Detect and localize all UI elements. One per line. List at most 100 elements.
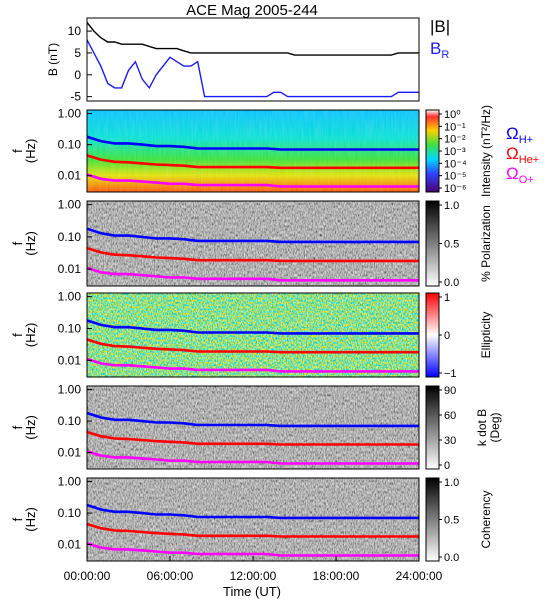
legend-omega-he-sub: He+	[519, 154, 540, 166]
spectrogram-panel: 1.00 0.10 0.01 f(Hz) 10⁰10⁻¹10⁻²10⁻³10⁻⁴10⁻⁵…	[10, 105, 493, 197]
freq-tick-label: 0.10	[58, 230, 82, 244]
colorbar-tick-label: 90	[444, 385, 456, 397]
colorbar-tick-label: 10⁰	[444, 109, 461, 121]
freq-tick-label: 0.10	[58, 414, 82, 428]
freq-tick-label: 0.01	[58, 446, 82, 460]
time-tick-label: 24:00:00	[396, 569, 443, 583]
colorbar-tick-label: 0	[444, 460, 450, 472]
legend-br-sub: R	[441, 49, 449, 61]
colorbar-tick-label: 1	[444, 292, 450, 304]
colorbar-label: % Polarization	[479, 205, 493, 282]
colorbar-tick-label: −1	[444, 368, 457, 380]
freq-tick-label: 1.00	[58, 198, 82, 212]
colorbar-tick-label: 60	[444, 410, 456, 422]
o-gyrofrequency-line	[86, 266, 419, 282]
freq-tick-label: 1.00	[58, 290, 82, 304]
freq-ylabel-bottom: (Hz)	[23, 507, 38, 532]
bfield-ytick-label: 0	[74, 68, 81, 82]
time-axis-ticks: 00:00:00 06:00:00 12:00:00 18:00:00 24:00:00	[64, 556, 443, 583]
legend-omega-o-symbol: Ω	[506, 164, 519, 183]
bfield-ytick-label: 10	[68, 24, 82, 38]
freq-tick-label: 1.00	[58, 475, 82, 489]
legend-omega-he-symbol: Ω	[506, 144, 519, 163]
spectrogram-frame	[86, 385, 420, 470]
he-gyrofrequency-line	[86, 246, 419, 263]
legend-bmag: |B|	[430, 17, 450, 36]
freq-tick-label: 1.00	[58, 383, 82, 397]
o-gyrofrequency-line	[86, 357, 419, 373]
legend-omega-o-sub: O+	[519, 174, 534, 186]
spectrogram-panel: 1.00 0.10 0.01 f(Hz) 1.0 0.5 0.0 Coherency	[10, 475, 493, 564]
time-tick-label: 18:00:00	[313, 569, 360, 583]
freq-tick-label: 0.01	[58, 353, 82, 367]
colorbar-tick-label: 30	[444, 435, 456, 447]
spectrogram-texture	[87, 478, 419, 561]
spectrogram-texture	[87, 293, 419, 377]
bfield-ytick-label: 5	[74, 46, 81, 60]
colorbar-label: Ellipticity	[479, 312, 493, 359]
colorbar-tick-label: 0.5	[444, 515, 459, 527]
freq-tick-label: 0.01	[58, 169, 82, 183]
colorbar-tick-label: 10⁻²	[444, 134, 466, 146]
h-gyrofrequency-line	[86, 319, 419, 335]
freq-ylabel-bottom: (Hz)	[23, 231, 38, 256]
spectrogram-panel: 1.00 0.10 0.01 f(Hz) 1.0 0.5 0.0 % Polarization	[10, 198, 493, 289]
freq-tick-label: 1.00	[58, 107, 82, 121]
spectrogram-panel: 1.00 0.10 0.01 f(Hz) 1 0 −1 Ellipticity	[10, 290, 493, 380]
colorbar	[425, 200, 440, 287]
chart-title: ACE Mag 2005-244	[186, 2, 318, 19]
legend-br: BR	[430, 39, 449, 61]
freq-ylabel-top: f	[10, 333, 25, 337]
h-gyrofrequency-line	[86, 503, 419, 520]
time-axis-label: Time (UT)	[223, 584, 281, 599]
he-gyrofrequency-line	[86, 430, 419, 446]
spectrogram-texture	[87, 110, 419, 192]
freq-tick-label: 0.10	[58, 506, 82, 520]
freq-ylabel-top: f	[10, 517, 25, 521]
legend-omega-h-sub: H+	[519, 134, 533, 146]
spectrogram-panel: 1.00 0.10 0.01 f(Hz) 90 60 30 0 k dot B (Deg)	[10, 383, 502, 472]
freq-tick-label: 0.10	[58, 321, 82, 335]
he-gyrofrequency-line	[86, 154, 419, 170]
colorbar-label: k dot B	[475, 409, 489, 446]
h-gyrofrequency-line	[86, 227, 419, 244]
colorbar	[425, 477, 440, 562]
freq-ylabel-top: f	[10, 149, 25, 153]
spectrogram-texture	[87, 386, 419, 469]
o-gyrofrequency-line	[86, 173, 419, 188]
freq-tick-label: 0.01	[58, 262, 82, 276]
colorbar-tick-label: 1.0	[444, 200, 459, 212]
colorbar-tick-label: 10⁻⁴	[444, 158, 467, 170]
freq-ylabel-top: f	[10, 241, 25, 245]
colorbar	[425, 385, 440, 470]
colorbar-tick-label: 0	[444, 330, 450, 342]
h-gyrofrequency-line	[86, 135, 419, 151]
o-gyrofrequency-line	[86, 449, 419, 465]
legend-omega-he: ΩHe+	[506, 144, 539, 166]
legend-omega-h-symbol: Ω	[506, 124, 519, 143]
bfield-frame	[86, 17, 420, 102]
freq-ylabel-top: f	[10, 425, 25, 429]
colorbar-tick-label: 10⁻⁶	[444, 183, 467, 195]
bfield-ylabel: B (nT)	[46, 43, 60, 76]
freq-tick-label: 0.01	[58, 538, 82, 552]
colorbar-tick-label: 10⁻⁵	[444, 171, 467, 183]
colorbar-tick-label: 10⁻¹	[444, 121, 466, 133]
spectrogram-frame	[86, 292, 420, 378]
colorbar-label: Coherency	[479, 490, 493, 548]
spectrogram-frame	[86, 200, 420, 287]
time-tick-label: 12:00:00	[230, 569, 277, 583]
br-series-line	[86, 39, 419, 98]
legend-omega-o: ΩO+	[506, 164, 534, 186]
colorbar-tick-label: 1.0	[444, 477, 459, 489]
he-gyrofrequency-line	[86, 338, 419, 354]
freq-ylabel-bottom: (Hz)	[23, 139, 38, 164]
colorbar-label: Intensity (nT²/Hz)	[479, 105, 493, 197]
spectrogram-frame	[86, 109, 420, 193]
freq-tick-label: 0.10	[58, 138, 82, 152]
spectrogram-texture	[87, 201, 419, 286]
o-gyrofrequency-line	[86, 541, 419, 557]
colorbar-tick-label: 0.5	[444, 239, 459, 251]
bfield-ytick-label: -5	[70, 90, 81, 104]
